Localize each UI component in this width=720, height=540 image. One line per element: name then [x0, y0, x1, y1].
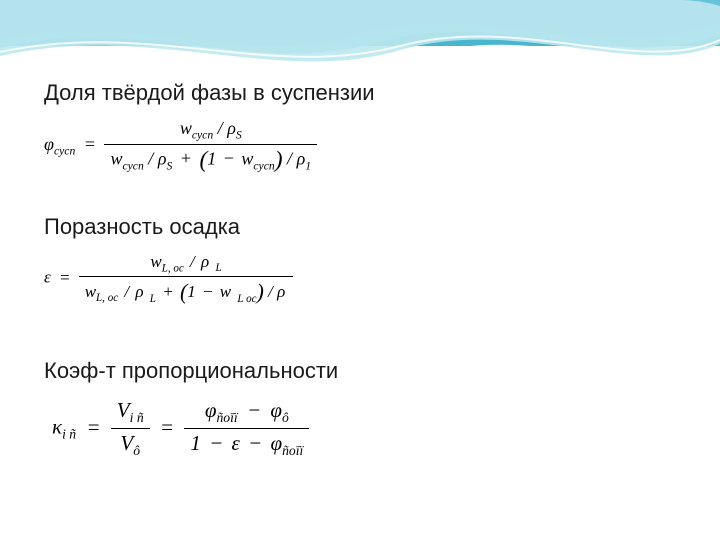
num-w-sub: L, ос: [162, 262, 184, 274]
fraction1: Vi ñ Vô: [111, 398, 150, 459]
f2d-one: 1: [190, 431, 201, 455]
equals1: =: [81, 415, 105, 439]
f2n-phi1: φ: [205, 398, 217, 422]
f1n-V: V: [117, 398, 130, 422]
f2n-phi2-sub: ô: [282, 410, 289, 425]
d-rho1-sub: S: [166, 159, 172, 172]
num-w-sub: сусп: [192, 129, 213, 142]
formula-porosity: ε = wL, ос / ρ L wL, ос / ρ L + (1 − w L…: [44, 252, 684, 305]
d-rpar: ): [257, 279, 264, 304]
d-minus: −: [221, 148, 237, 168]
d-slash2: /: [287, 148, 292, 168]
f1d-V: V: [120, 431, 133, 455]
f2d-minus2: −: [245, 431, 265, 455]
d-w2-sub: сусп: [253, 159, 274, 172]
equals2: =: [155, 415, 179, 439]
f1d-sub: ô: [133, 443, 140, 458]
d-rho1-sub: L: [148, 293, 156, 305]
heading-coefficient: Коэф-т пропорциональности: [44, 358, 684, 384]
d-one: 1: [207, 148, 216, 168]
d-minus: −: [200, 282, 215, 301]
d-plus: +: [177, 148, 195, 168]
num-rho-sub: S: [236, 129, 242, 142]
kappa-sub: i ñ: [62, 427, 76, 442]
d-plus: +: [160, 282, 175, 301]
fraction: wL, ос / ρ L wL, ос / ρ L + (1 − w L ос)…: [79, 252, 294, 305]
fraction: wсусп / ρS wсусп / ρS + (1 − wсусп) / ρ1: [104, 118, 317, 174]
d-w1: w: [110, 148, 122, 168]
d-w1-sub: L, ос: [96, 293, 118, 305]
f2d-phi-sub: ñoīï: [282, 443, 303, 458]
heading-porosity: Поразность осадка: [44, 214, 684, 240]
f2n-minus: −: [243, 398, 265, 422]
d-w2-sub: L ос: [235, 293, 256, 305]
f2d-minus1: −: [206, 431, 226, 455]
d-rho2: ρ: [297, 148, 306, 168]
num-w: w: [150, 252, 161, 271]
num-rho: ρ: [201, 252, 209, 271]
phi-var: φ: [44, 134, 54, 154]
d-slash1: /: [122, 282, 131, 301]
num-rho: ρ: [227, 118, 236, 138]
d-w1-sub: сусп: [122, 159, 143, 172]
d-rpar: ): [275, 147, 283, 173]
f2d-phi: φ: [270, 431, 282, 455]
kappa-var: κ: [52, 415, 62, 439]
d-w2: w: [220, 282, 231, 301]
num-rho-sub: L: [213, 262, 221, 274]
f2d-eps: ε: [232, 431, 240, 455]
equals: =: [80, 134, 100, 154]
d-rho1: ρ: [135, 282, 143, 301]
num-w: w: [180, 118, 192, 138]
eps-var: ε: [44, 268, 51, 287]
wave-decoration: [0, 0, 720, 90]
num-slash: /: [218, 118, 223, 138]
f2n-phi2: φ: [270, 398, 282, 422]
formula-coefficient: κi ñ = Vi ñ Vô = φñoīï − φô 1 − ε − φñoī…: [52, 398, 692, 459]
num-slash: /: [188, 252, 197, 271]
equals: =: [55, 268, 74, 287]
d-rho2-sub: [285, 293, 287, 305]
d-w2: w: [241, 148, 253, 168]
d-w1: w: [85, 282, 96, 301]
fraction2: φñoīï − φô 1 − ε − φñoīï: [184, 398, 309, 459]
phi-sub: сусп: [54, 145, 75, 158]
d-rho2-sub: 1: [305, 159, 311, 172]
f2n-phi1-sub: ñoīï: [216, 410, 237, 425]
f1n-sub: i ñ: [130, 410, 144, 425]
d-slash1: /: [148, 148, 153, 168]
formula-solid-fraction: φсусп = wсусп / ρS wсусп / ρS + (1 − wсу…: [44, 118, 684, 174]
d-slash2: /: [268, 282, 273, 301]
heading-solid-fraction: Доля твёрдой фазы в суспензии: [44, 80, 684, 106]
d-one: 1: [187, 282, 196, 301]
